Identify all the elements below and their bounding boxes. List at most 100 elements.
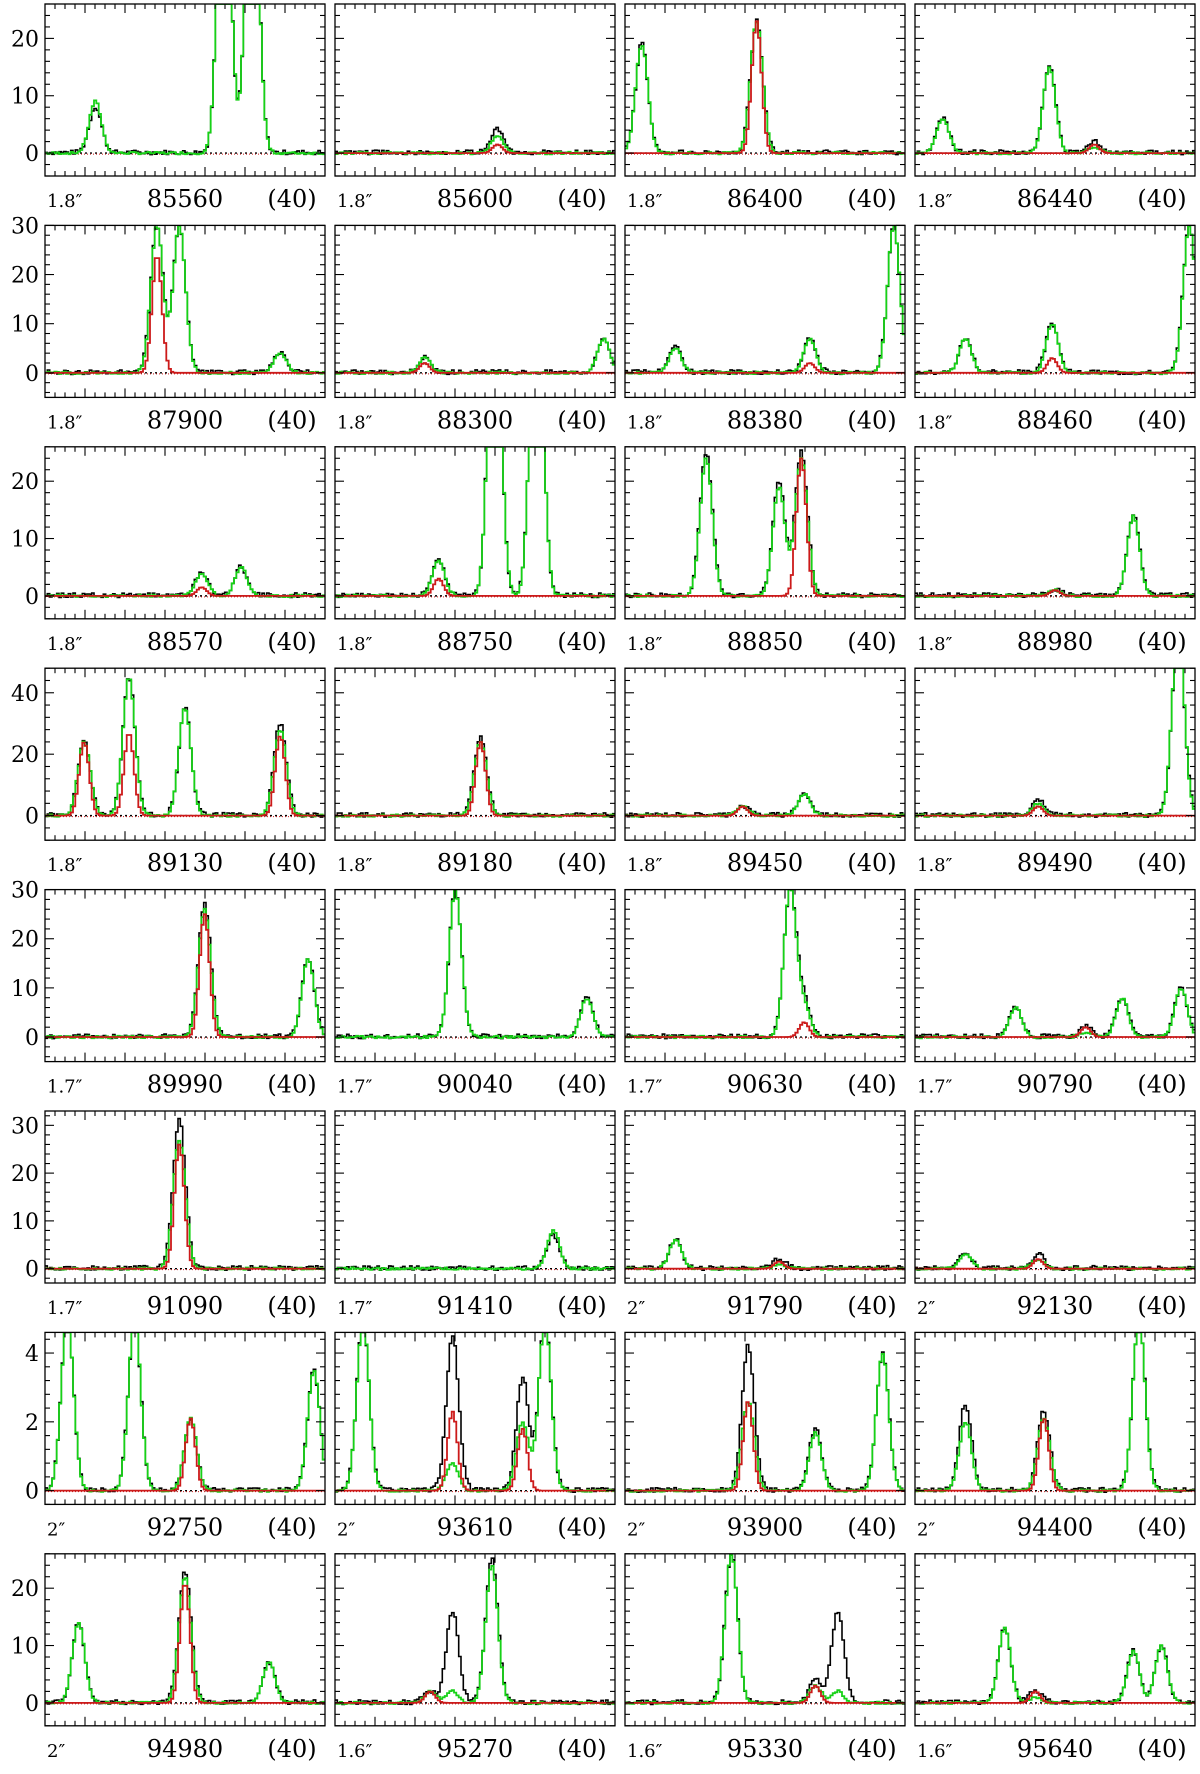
species-model-spectrum [45, 734, 325, 817]
total-model-spectrum [45, 4, 325, 156]
transition-frequency-label: 91090 [147, 1292, 223, 1320]
transition-frequency-label: 88750 [437, 628, 513, 656]
total-model-spectrum [915, 1626, 1195, 1705]
beam-size-label: 1.7″ [47, 1298, 83, 1319]
velocity-width-label: (40) [1137, 1513, 1186, 1541]
beam-size-label: 2″ [47, 1741, 65, 1762]
velocity-width-label: (40) [267, 849, 316, 877]
y-tick-label: 20 [11, 264, 39, 289]
plot-area [45, 1332, 325, 1493]
transition-frequency-label: 95640 [1017, 1735, 1093, 1763]
plot-area [915, 225, 1195, 376]
transition-frequency-label: 89990 [147, 1071, 223, 1099]
species-model-spectrum [45, 1143, 325, 1270]
beam-size-label: 1.8″ [627, 191, 663, 212]
y-tick-label: 20 [11, 1577, 39, 1602]
plot-area [45, 564, 325, 599]
transition-frequency-label: 87900 [147, 406, 223, 434]
transition-frequency-label: 85560 [147, 185, 223, 213]
observed-spectrum [335, 1332, 615, 1493]
species-model-spectrum [45, 257, 325, 374]
plot-area [915, 1252, 1195, 1271]
velocity-width-label: (40) [267, 185, 316, 213]
spectrum-panel-92750: 0 2 4 2″ 92750 (40) [25, 1331, 326, 1541]
beam-size-label: 1.8″ [47, 855, 83, 876]
plot-area [335, 446, 615, 599]
spectrum-panel-85560: 0 10 20 1.8″ 85560 (40) [11, 3, 326, 213]
plot-area [45, 1117, 325, 1271]
observed-spectrum [335, 889, 615, 1040]
beam-size-label: 2″ [917, 1298, 935, 1319]
transition-frequency-label: 90630 [727, 1071, 803, 1099]
y-tick-label: 10 [11, 977, 39, 1002]
plot-area [625, 1238, 905, 1271]
transition-frequency-label: 90790 [1017, 1071, 1093, 1099]
velocity-width-label: (40) [847, 628, 896, 656]
panel-frame [914, 1110, 1196, 1284]
species-model-spectrum [335, 362, 615, 374]
transition-frequency-label: 88460 [1017, 406, 1093, 434]
velocity-width-label: (40) [267, 1071, 316, 1099]
observed-spectrum [915, 225, 1195, 376]
transition-frequency-label: 88380 [727, 406, 803, 434]
y-tick-label: 30 [11, 214, 39, 239]
total-model-spectrum [915, 225, 1195, 375]
y-tick-label: 0 [25, 142, 39, 167]
spectrum-panel-90790: 1.7″ 90790 (40) [914, 888, 1196, 1099]
panel-frame [334, 1110, 616, 1284]
plot-area [625, 792, 905, 818]
plot-area [45, 4, 325, 156]
panel-frame [624, 1553, 906, 1727]
beam-size-label: 1.7″ [47, 1077, 83, 1098]
total-model-spectrum [335, 446, 615, 598]
spectrum-panel-92130: 2″ 92130 (40) [914, 1110, 1196, 1320]
observed-spectrum [45, 901, 325, 1040]
observed-spectrum [915, 1628, 1195, 1705]
beam-size-label: 1.8″ [337, 634, 373, 655]
panel-frame [44, 446, 326, 620]
panel-frame [44, 1331, 326, 1506]
species-model-spectrum [45, 1417, 325, 1492]
spectrum-panel-88980: 1.8″ 88980 (40) [914, 446, 1196, 656]
total-model-spectrum [335, 135, 615, 156]
plot-area [45, 901, 325, 1040]
spectrum-panel-89130: 0 20 40 1.8″ 89130 (40) [11, 667, 326, 877]
y-tick-label: 10 [11, 1210, 39, 1235]
velocity-width-label: (40) [267, 1292, 316, 1320]
velocity-width-label: (40) [1137, 185, 1186, 213]
total-model-spectrum [915, 66, 1195, 156]
beam-size-label: 1.8″ [47, 191, 83, 212]
beam-size-label: 1.6″ [917, 1741, 953, 1762]
y-tick-label: 20 [11, 928, 39, 953]
transition-frequency-label: 89450 [727, 849, 803, 877]
transition-frequency-label: 88850 [727, 628, 803, 656]
total-model-spectrum [45, 1332, 325, 1493]
transition-frequency-label: 90040 [437, 1071, 513, 1099]
panel-frame [914, 224, 1196, 399]
total-model-spectrum [335, 1332, 615, 1493]
y-tick-label: 20 [11, 27, 39, 52]
plot-area [335, 735, 615, 818]
y-tick-label: 40 [11, 682, 39, 707]
total-model-spectrum [45, 907, 325, 1040]
spectrum-panel-91790: 2″ 91790 (40) [624, 1110, 906, 1320]
velocity-width-label: (40) [847, 185, 896, 213]
y-tick-label: 20 [11, 1162, 39, 1187]
total-model-spectrum [625, 1554, 905, 1705]
total-model-spectrum [335, 889, 615, 1040]
species-model-spectrum [625, 805, 905, 817]
observed-spectrum [335, 1557, 615, 1706]
velocity-width-label: (40) [847, 1735, 896, 1763]
plot-area [625, 449, 905, 599]
species-model-spectrum [915, 1258, 1195, 1270]
transition-frequency-label: 95270 [437, 1735, 513, 1763]
transition-frequency-label: 95330 [727, 1735, 803, 1763]
spectrum-panel-94400: 2″ 94400 (40) [914, 1331, 1196, 1541]
velocity-width-label: (40) [1137, 849, 1186, 877]
beam-size-label: 2″ [917, 1519, 935, 1540]
spectrum-panel-91090: 0 10 20 30 1.7″ 91090 (40) [11, 1110, 326, 1320]
observed-spectrum [915, 65, 1195, 156]
plot-area [915, 514, 1195, 599]
total-model-spectrum [335, 337, 615, 375]
